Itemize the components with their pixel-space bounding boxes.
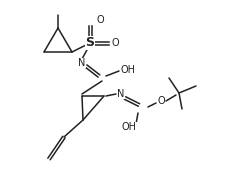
Text: O: O xyxy=(157,96,165,106)
Text: OH: OH xyxy=(121,65,136,75)
Text: OH: OH xyxy=(122,122,137,132)
Text: N: N xyxy=(117,89,125,99)
Text: S: S xyxy=(85,37,94,49)
Text: N: N xyxy=(78,58,86,68)
Text: O: O xyxy=(111,38,119,48)
Text: O: O xyxy=(96,15,104,25)
